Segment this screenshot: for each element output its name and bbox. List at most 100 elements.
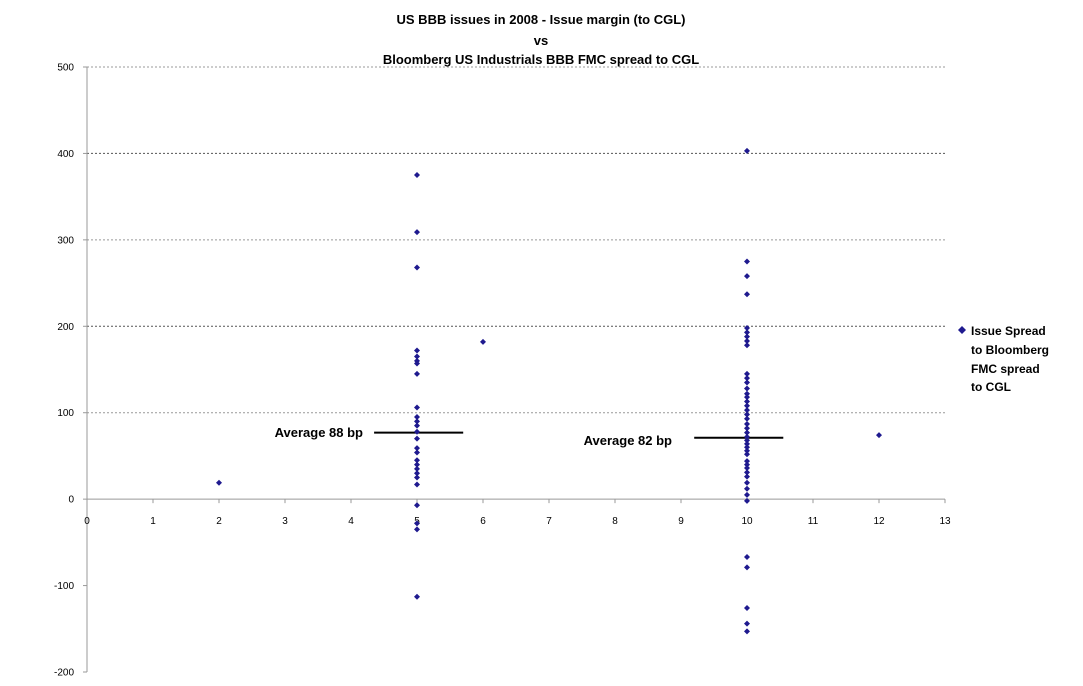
x-tick-label: 1 [150,516,156,527]
y-tick-label: -100 [54,581,74,592]
data-point [414,445,420,452]
x-tick-label: 6 [480,516,486,527]
y-tick-label: 100 [57,408,74,419]
data-point [744,564,750,571]
data-point [414,404,420,411]
data-point [414,457,420,464]
x-tick-label: 10 [741,516,753,527]
x-tick-label: 0 [84,516,90,527]
data-point [744,385,750,392]
x-tick-label: 13 [939,516,951,527]
data-point [744,420,750,427]
data-point [744,333,750,340]
data-point [744,554,750,561]
data-point [744,473,750,480]
data-point [744,461,750,468]
average-label-5: Average 88 bp [275,425,363,440]
x-tick-label: 11 [808,516,819,527]
data-point [744,147,750,154]
legend-line-3: FMC spread [971,362,1040,376]
x-tick-label: 8 [612,516,618,527]
data-point [414,428,420,435]
data-point [744,291,750,298]
data-point [414,465,420,472]
data-point [414,370,420,377]
x-tick-label: 3 [282,516,288,527]
y-tick-label: 0 [68,495,74,506]
x-tick-label: 4 [348,516,354,527]
data-point [744,497,750,504]
data-point [744,273,750,280]
y-tick-label: 300 [57,235,74,246]
data-point [744,437,750,444]
data-point [744,444,750,451]
data-point [744,402,750,409]
data-point [414,422,420,429]
data-point [414,461,420,468]
data-point [744,375,750,382]
data-point [744,620,750,627]
y-tick-label: -200 [54,668,74,679]
data-point [744,379,750,386]
y-tick-label: 200 [57,322,74,333]
gridlines [87,66,945,414]
x-tick-label: 7 [546,516,552,527]
data-point [744,329,750,336]
data-point [744,429,750,436]
data-point [744,258,750,265]
data-point [744,440,750,447]
data-point [414,172,420,179]
average-lines [374,431,784,439]
legend: Issue Spread to Bloomberg FMC spread to … [958,324,1049,394]
x-tick-label: 9 [678,516,684,527]
data-point [744,469,750,476]
data-point [414,593,420,600]
x-axis-tick-labels: 012345678910111213 [84,499,951,527]
legend-line-2: to Bloomberg [971,343,1049,357]
data-point [414,353,420,360]
chart-title-line-3: Bloomberg US Industrials BBB FMC spread … [383,52,699,67]
data-point [744,433,750,440]
data-point [414,414,420,421]
legend-line-1: Issue Spread [971,324,1046,338]
data-point [414,264,420,271]
data-point [414,474,420,481]
chart-title-line-2: vs [534,33,548,48]
data-points [216,147,882,635]
y-axis-tick-labels: 500 400 300 200 100 0 -100 -200 [54,63,87,679]
data-point [744,342,750,349]
data-point [744,479,750,486]
y-tick-label: 400 [57,149,74,160]
data-point [414,520,420,527]
data-point [414,470,420,477]
data-point [744,491,750,498]
data-point [744,337,750,344]
data-point [414,229,420,236]
data-point [414,347,420,354]
chart-title-line-1: US BBB issues in 2008 - Issue margin (to… [397,12,686,27]
chart-title: US BBB issues in 2008 - Issue margin (to… [383,12,699,67]
data-point [744,451,750,458]
data-point [744,390,750,397]
data-point [744,447,750,454]
data-point [876,432,882,439]
data-point [744,605,750,612]
y-tick-label: 500 [57,63,74,74]
data-point [744,394,750,401]
x-tick-label: 2 [216,516,222,527]
legend-marker-icon [958,326,966,334]
data-point [744,415,750,422]
legend-line-4: to CGL [971,380,1011,394]
data-point [480,338,486,345]
data-point [216,479,222,486]
data-point [744,407,750,414]
axes [86,67,945,672]
data-point [414,435,420,442]
data-point [414,502,420,509]
data-point [744,628,750,635]
data-point [744,458,750,465]
data-point [744,325,750,332]
x-tick-label: 12 [873,516,885,527]
data-point [744,425,750,432]
